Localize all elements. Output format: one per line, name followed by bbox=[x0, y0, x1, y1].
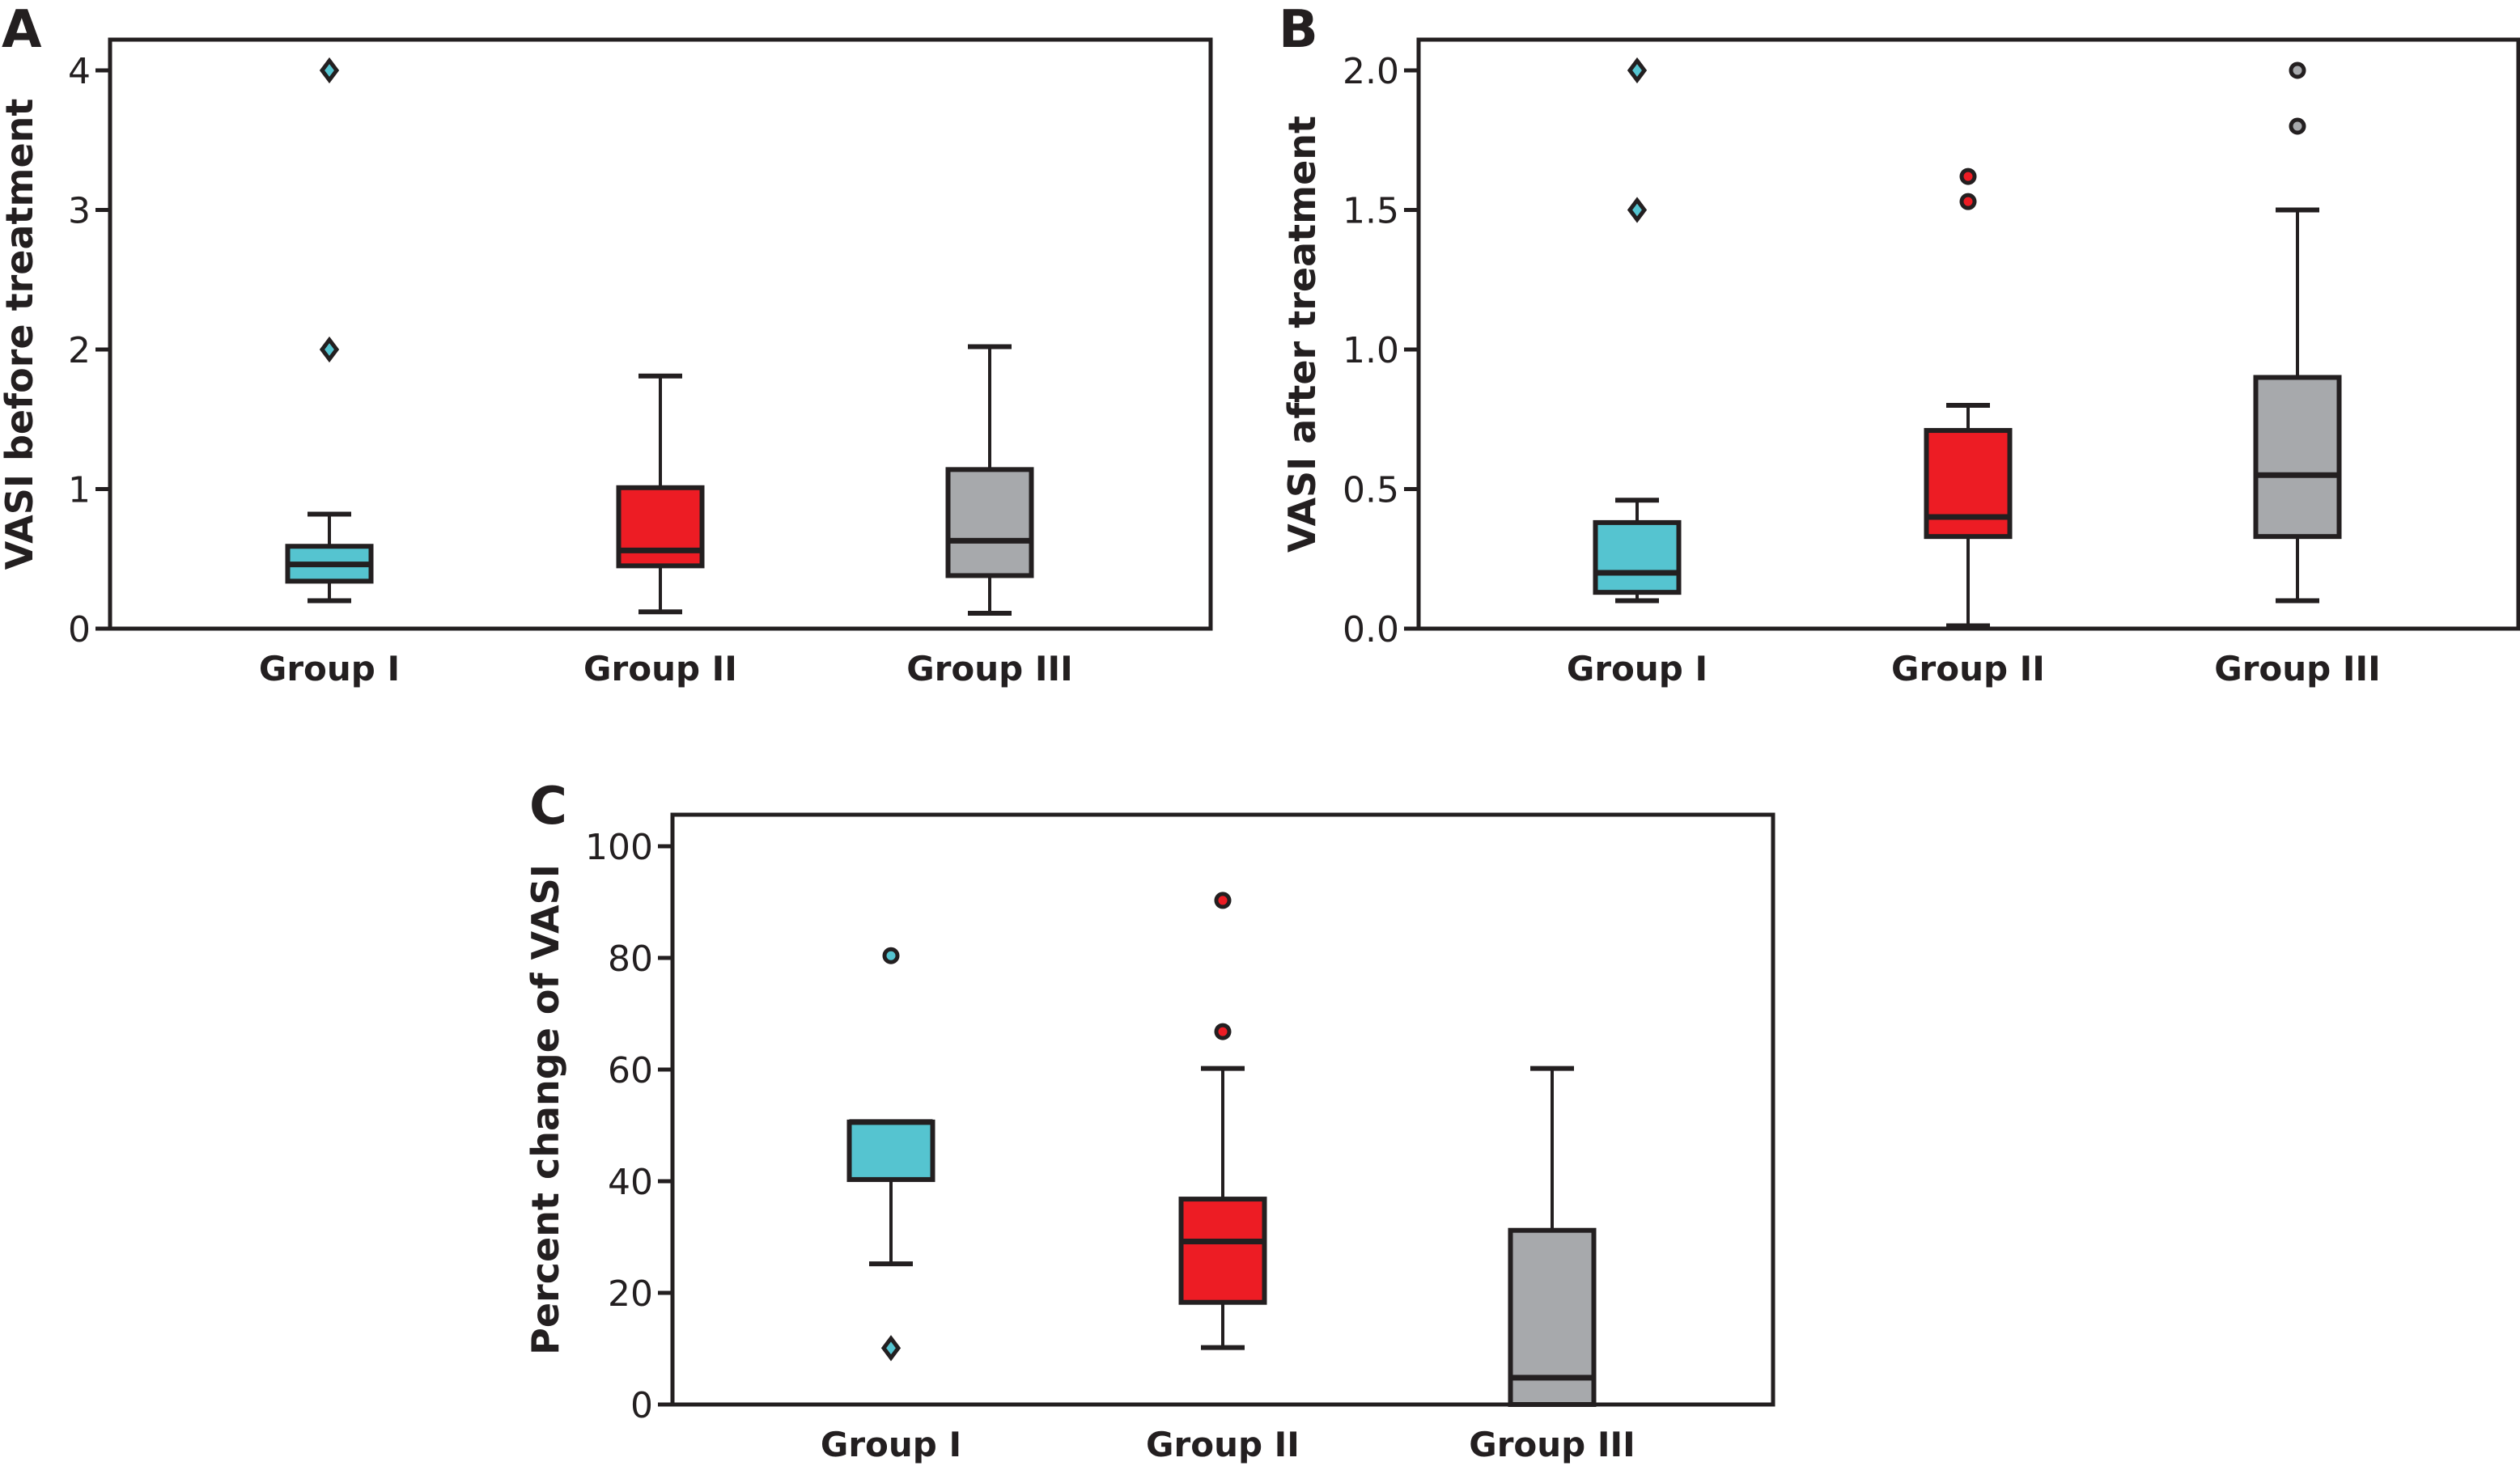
outlier-circle bbox=[882, 947, 900, 964]
y-tick-label: 60 bbox=[608, 1050, 653, 1091]
box-group-3 bbox=[945, 344, 1034, 616]
y-tick-label: 3 bbox=[68, 191, 91, 232]
x-category-label: Group II bbox=[583, 649, 737, 689]
y-tick-label: 0.5 bbox=[1343, 470, 1399, 511]
y-tick-label: 0 bbox=[68, 609, 91, 650]
y-tick-label: 40 bbox=[608, 1162, 653, 1203]
box-group-1 bbox=[285, 57, 374, 604]
panel-letter-c: C bbox=[529, 777, 567, 837]
iqr-box bbox=[846, 1119, 935, 1182]
outlier-circle bbox=[2289, 61, 2306, 79]
box-group-2 bbox=[616, 373, 705, 615]
iqr-box bbox=[1924, 428, 2013, 540]
x-category-label: Group II bbox=[1891, 649, 2045, 689]
panel-a: A 0 1 2 3 4 VASI before treatment Group I Group… bbox=[0, 0, 1213, 689]
y-tick-label: 0.0 bbox=[1343, 609, 1399, 650]
iqr-box bbox=[945, 467, 1034, 578]
y-tick-label: 4 bbox=[68, 51, 91, 92]
box-group-3 bbox=[1508, 1066, 1597, 1407]
x-category-label: Group III bbox=[906, 649, 1073, 689]
x-category-label: Group I bbox=[1567, 649, 1708, 689]
outlier-diamond bbox=[880, 1335, 902, 1362]
x-category-label: Group III bbox=[2214, 649, 2381, 689]
y-tick-label: 2 bbox=[68, 330, 91, 371]
x-category-label: Group II bbox=[1146, 1425, 1300, 1464]
y-tick-label: 1.0 bbox=[1343, 330, 1399, 371]
box-group-3 bbox=[2253, 61, 2342, 604]
y-tick-label: 20 bbox=[608, 1273, 653, 1315]
outlier-circle bbox=[1959, 167, 1977, 185]
y-axis-title: VASI after treatment bbox=[1280, 116, 1324, 553]
x-category-label: Group I bbox=[821, 1425, 961, 1464]
box-group-2 bbox=[1178, 892, 1267, 1350]
x-category-label: Group III bbox=[1469, 1425, 1635, 1464]
y-tick-label: 100 bbox=[585, 827, 653, 868]
panel-letter-b: B bbox=[1279, 0, 1318, 60]
box-group-1 bbox=[846, 947, 935, 1362]
panel-b: B 0.0 0.5 1.0 1.5 2.0 VASI after treatment Gro… bbox=[1279, 0, 2520, 689]
y-tick-label: 1 bbox=[68, 470, 91, 511]
plot-frame bbox=[670, 812, 1775, 1407]
x-category-label: Group I bbox=[259, 649, 400, 689]
panel-letter-a: A bbox=[2, 0, 42, 60]
outlier-diamond bbox=[319, 336, 340, 363]
panel-c: C 0 20 40 60 80 100 Percent change of VASI Grou… bbox=[524, 777, 1775, 1464]
outlier-circle bbox=[2289, 117, 2306, 135]
iqr-box bbox=[1593, 519, 1682, 595]
plot-frame bbox=[108, 37, 1213, 631]
y-axis-title: VASI before treatment bbox=[0, 99, 41, 570]
iqr-box bbox=[2253, 375, 2342, 540]
outlier-diamond bbox=[319, 57, 340, 84]
outlier-circle bbox=[1214, 892, 1232, 909]
iqr-box bbox=[1178, 1197, 1267, 1305]
iqr-box bbox=[616, 485, 705, 569]
outlier-circle bbox=[1214, 1023, 1232, 1040]
y-axis-title: Percent change of VASI bbox=[524, 864, 567, 1355]
y-tick-label: 80 bbox=[608, 938, 653, 980]
outlier-circle bbox=[1959, 193, 1977, 210]
plot-frame bbox=[1416, 37, 2520, 631]
box-group-1 bbox=[1593, 57, 1682, 604]
box-group-2 bbox=[1924, 167, 2013, 629]
outlier-diamond bbox=[1627, 57, 1648, 84]
outlier-diamond bbox=[1627, 197, 1648, 223]
y-tick-label: 0 bbox=[630, 1385, 653, 1426]
y-tick-label: 1.5 bbox=[1343, 191, 1399, 232]
y-tick-label: 2.0 bbox=[1343, 51, 1399, 92]
